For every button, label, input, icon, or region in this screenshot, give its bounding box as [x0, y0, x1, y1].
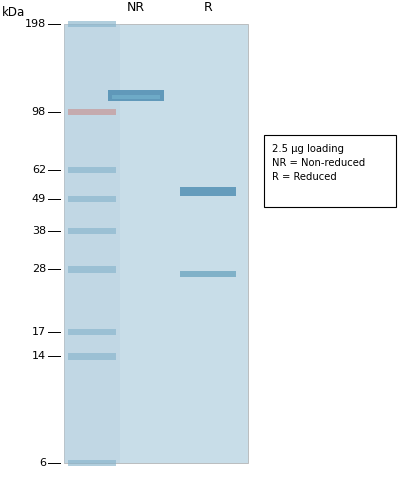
- Text: NR: NR: [127, 1, 145, 14]
- Text: 62: 62: [32, 165, 46, 175]
- Bar: [64, 24, 248, 463]
- Bar: [68, 228, 116, 234]
- Bar: [68, 267, 116, 273]
- Bar: [264, 135, 396, 207]
- Bar: [180, 187, 236, 196]
- Bar: [68, 353, 116, 360]
- Bar: [68, 329, 116, 335]
- Bar: [68, 21, 116, 27]
- Text: 14: 14: [32, 351, 46, 362]
- Text: 198: 198: [25, 19, 46, 29]
- Bar: [64, 24, 120, 463]
- Text: kDa: kDa: [2, 6, 25, 19]
- Text: 17: 17: [32, 327, 46, 337]
- Bar: [68, 109, 116, 116]
- Bar: [68, 167, 116, 173]
- Text: 2.5 μg loading
NR = Non-reduced
R = Reduced: 2.5 μg loading NR = Non-reduced R = Redu…: [272, 144, 365, 182]
- Text: R: R: [204, 1, 212, 14]
- Text: 38: 38: [32, 226, 46, 236]
- Bar: [180, 271, 236, 278]
- Bar: [108, 90, 164, 101]
- Bar: [112, 94, 160, 99]
- Text: 28: 28: [32, 265, 46, 274]
- Text: 49: 49: [32, 194, 46, 204]
- Bar: [68, 460, 116, 466]
- Text: 6: 6: [39, 458, 46, 468]
- Bar: [68, 196, 116, 202]
- Text: 98: 98: [32, 107, 46, 117]
